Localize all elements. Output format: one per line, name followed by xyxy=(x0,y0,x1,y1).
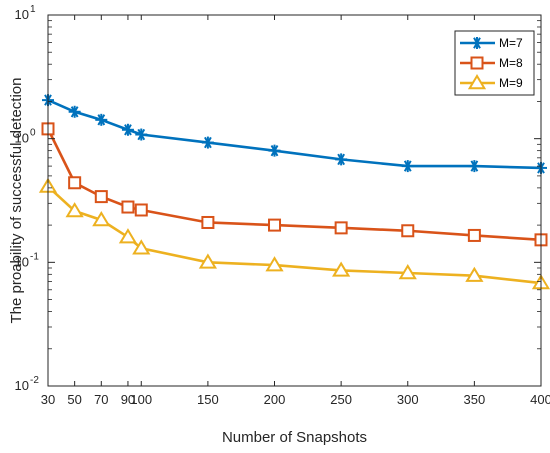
y-tick-label: 10 xyxy=(15,254,29,269)
y-tick-label: 10 xyxy=(15,7,29,22)
data-point xyxy=(121,200,135,214)
legend-label: M=8 xyxy=(499,56,523,70)
x-axis-label: Number of Snapshots xyxy=(222,429,367,446)
data-point xyxy=(68,176,82,190)
x-tick-label: 30 xyxy=(41,392,55,407)
data-point xyxy=(65,202,84,218)
data-point xyxy=(401,224,415,238)
x-tick-label: 250 xyxy=(330,392,352,407)
legend-entry: M=7 xyxy=(460,36,523,50)
y-axis-label: The proability of successful detection xyxy=(8,78,25,324)
x-tick-label: 50 xyxy=(67,392,81,407)
y-tick-label-exponent: -1 xyxy=(30,251,39,262)
data-point xyxy=(198,253,218,269)
legend-marker xyxy=(471,37,483,49)
y-tick-label: 10 xyxy=(15,378,29,393)
legend-entry: M=9 xyxy=(460,74,523,90)
y-tick-label-exponent: 0 xyxy=(30,128,36,139)
y-tick-label: 10 xyxy=(15,131,29,146)
x-tick-label: 300 xyxy=(397,392,419,407)
series-M=9 xyxy=(38,177,550,290)
legend-entry: M=8 xyxy=(460,56,523,70)
data-point xyxy=(95,113,108,126)
data-point xyxy=(118,228,138,244)
y-tick-label-exponent: 1 xyxy=(30,4,36,15)
data-point xyxy=(94,190,108,204)
x-tick-label: 70 xyxy=(94,392,108,407)
x-tick-label: 150 xyxy=(197,392,219,407)
legend-marker xyxy=(467,74,487,90)
data-point xyxy=(132,239,151,255)
data-point xyxy=(134,203,148,217)
x-tick-label: 100 xyxy=(130,392,152,407)
data-point xyxy=(268,218,282,232)
legend-marker xyxy=(470,56,484,70)
x-tick-label: 200 xyxy=(264,392,286,407)
data-point xyxy=(121,123,134,136)
data-point xyxy=(92,211,111,227)
data-point xyxy=(335,153,348,166)
x-tick-label: 400 xyxy=(530,392,550,407)
legend-label: M=7 xyxy=(499,36,523,50)
data-point xyxy=(68,105,81,118)
data-point xyxy=(201,136,214,149)
x-tick-label: 350 xyxy=(464,392,486,407)
data-point xyxy=(265,256,284,272)
series-M=7 xyxy=(42,94,547,174)
plot-frame xyxy=(47,14,542,387)
data-point xyxy=(334,221,348,235)
legend-label: M=9 xyxy=(499,76,523,90)
data-point xyxy=(465,266,484,282)
data-point xyxy=(135,128,148,141)
data-point xyxy=(268,144,281,157)
data-point xyxy=(468,160,481,173)
data-point xyxy=(467,228,481,242)
data-point xyxy=(201,215,215,229)
series-layer xyxy=(38,94,550,290)
data-point xyxy=(401,160,414,173)
series-M=8 xyxy=(41,122,548,247)
series-line xyxy=(47,98,542,170)
x-tick-label: 90 xyxy=(121,392,135,407)
data-point xyxy=(332,261,351,277)
legend: M=7 M=8 M=9 xyxy=(454,30,535,96)
data-point xyxy=(398,264,417,280)
y-tick-label-exponent: -2 xyxy=(30,375,39,386)
series-line xyxy=(46,128,542,242)
